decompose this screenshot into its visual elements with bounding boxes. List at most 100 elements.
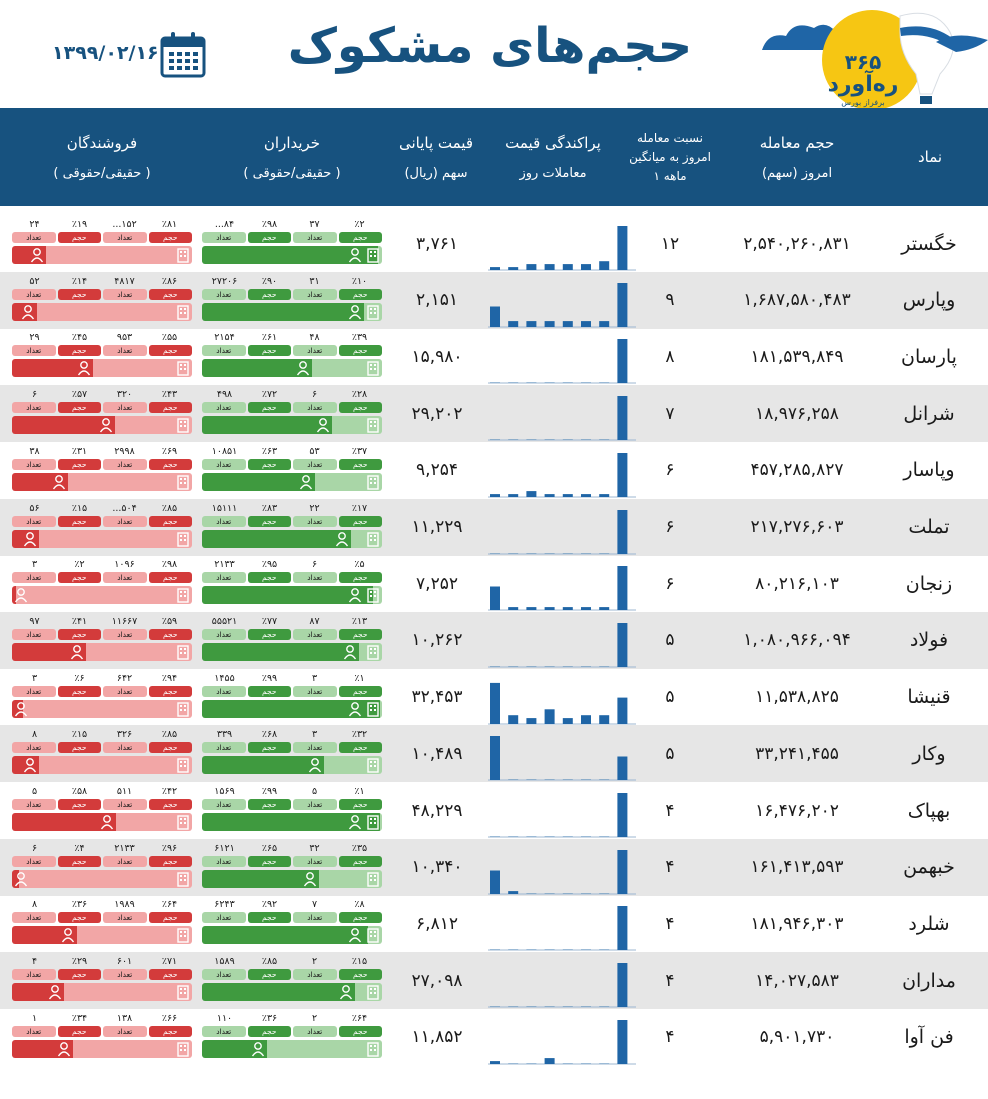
legal-volume-value: ٪۷۱: [161, 956, 178, 968]
legal-share-segment: [64, 983, 192, 1002]
individual-count-label: تعداد: [202, 742, 246, 754]
histogram-bar: [526, 490, 537, 497]
legal-count-value: ۶: [311, 559, 318, 571]
legal-volume-label: حجم: [338, 572, 382, 584]
legal-count-label: تعداد: [293, 1025, 337, 1037]
sellers-labels: تعداد حجم تعداد حجم: [12, 572, 192, 584]
table-row: وپاسار ۴۵۷,۲۸۵,۸۲۷ ۶ ۹,۲۵۴ ۱۰۸۵۱ ٪۶۳ ۵۳ ٪۳۷ تعدا…: [0, 442, 988, 499]
individual-volume-label: حجم: [57, 288, 101, 300]
legal-volume-value: ٪۶۶: [161, 1012, 178, 1024]
legal-volume-label: حجم: [148, 912, 192, 924]
price-cell: ۹,۲۵۴: [416, 460, 458, 481]
dispersion-histogram: [488, 282, 636, 328]
individual-count-label: تعداد: [202, 912, 246, 924]
building-icon: [367, 701, 379, 717]
legal-volume-label: حجم: [338, 458, 382, 470]
individual-volume-label: حجم: [57, 458, 101, 470]
individual-count-value: ۶۱۲۱: [214, 842, 235, 854]
buyers-share-bar: [202, 416, 382, 435]
volume-cell: ۸۰,۲۱۶,۱۰۳: [755, 573, 839, 594]
building-icon: [177, 1042, 189, 1057]
legal-count-label: تعداد: [293, 232, 337, 243]
price-cell: ۳,۷۶۱: [416, 233, 458, 254]
legal-count-value: ۳: [311, 729, 318, 741]
building-icon: [367, 588, 379, 603]
volume-cell: ۱۸۱,۵۳۹,۸۴۹: [750, 346, 844, 367]
individual-share-segment: [202, 246, 378, 264]
histogram-bar: [508, 714, 519, 724]
symbol-cell: خبهمن: [903, 856, 955, 879]
individual-share-segment: [202, 642, 359, 661]
histogram-bar: [508, 607, 519, 611]
buyers-panel: ۱۵۱۱۱ ٪۸۳ ۲۲ ٪۱۷ تعداد حجم تعداد حجم: [202, 503, 382, 553]
ratio-cell: ۵: [665, 743, 675, 764]
price-cell: ۱۱,۲۲۹: [411, 517, 463, 537]
legal-count-value: ۱۰۹۶: [114, 559, 135, 571]
sellers-panel: ۳ ٪۶ ۶۴۲ ٪۹۴ تعداد حجم تعداد حجم: [12, 673, 192, 723]
individual-volume-value: ٪۳۶: [71, 899, 88, 911]
calendar-icon: [160, 32, 206, 78]
individual-count-label: تعداد: [12, 402, 56, 414]
individual-volume-value: ٪۶: [74, 672, 85, 684]
legal-volume-value: ٪۲: [354, 219, 365, 230]
sellers-values: ۲۹ ٪۴۵ ۹۵۳ ٪۵۵: [12, 332, 192, 343]
sellers-labels: تعداد حجم تعداد حجم: [12, 232, 192, 243]
person-icon: [100, 815, 114, 830]
legal-count-label: تعداد: [103, 515, 147, 527]
legal-volume-value: ٪۶۴: [161, 899, 178, 911]
volume-cell: ۱۶,۴۷۶,۲۰۲: [755, 800, 839, 821]
individual-count-label: تعداد: [12, 288, 56, 300]
individual-volume-value: ٪۲۹: [71, 956, 88, 968]
individual-count-label: تعداد: [12, 855, 56, 867]
buyers-panel: ۶۲۴۳ ٪۹۲ ۷ ٪۸ تعداد حجم تعداد حجم: [202, 899, 382, 949]
histogram-bar: [617, 1019, 628, 1064]
buyers-values: ۲۱۵۴ ٪۶۱ ۴۸ ٪۳۹: [202, 332, 382, 343]
person-icon: [335, 531, 349, 546]
ratio-cell: ۴: [665, 913, 675, 934]
legal-volume-label: حجم: [338, 345, 382, 357]
person-icon: [14, 701, 28, 717]
sellers-values: ۶ ٪۴ ۲۱۳۳ ٪۹۶: [12, 843, 192, 854]
histogram-bar: [490, 306, 500, 327]
buyers-panel: ...۸۴ ٪۹۸ ۳۷ ٪۲ تعداد حجم تعداد حجم: [202, 219, 382, 269]
legal-volume-value: ٪۳۹: [351, 332, 368, 344]
buyers-share-bar: [202, 813, 382, 831]
legal-count-value: ۳۷: [309, 219, 320, 230]
legal-share-segment: [93, 359, 192, 378]
sellers-panel: ۵۶ ٪۱۵ ...۵۰۴ ٪۸۵ تعداد حجم تعداد حجم: [12, 503, 192, 553]
individual-count-label: تعداد: [12, 685, 56, 697]
report-date: ۱۳۹۹/۰۲/۱۶: [52, 42, 159, 64]
individual-count-value: ۵: [31, 786, 38, 797]
building-icon: [177, 985, 189, 1000]
individual-count-value: ۱۵۱۱۱: [211, 502, 238, 514]
price-cell: ۲۹,۲۰۲: [411, 403, 463, 424]
header-sellers: فروشندگان ( حقیقی/حقوقی ): [53, 133, 151, 181]
legal-count-label: تعداد: [103, 572, 147, 584]
legal-volume-label: حجم: [338, 402, 382, 414]
buyers-share-bar: [202, 1039, 382, 1058]
individual-volume-value: ٪۱۹: [71, 219, 88, 230]
legal-share-segment: [319, 869, 382, 888]
buyers-values: ۱۰۸۵۱ ٪۶۳ ۵۳ ٪۳۷: [202, 446, 382, 457]
legal-volume-value: ٪۱۰: [351, 275, 368, 287]
histogram-bar: [617, 756, 628, 781]
person-icon: [77, 361, 91, 376]
volume-cell: ۳۳,۲۴۱,۴۵۵: [755, 743, 839, 764]
individual-volume-value: ٪۴۱: [71, 615, 88, 627]
histogram-bar: [599, 607, 610, 611]
buyers-share-bar: [202, 529, 382, 548]
individual-count-value: ۲۹: [29, 332, 40, 344]
individual-volume-value: ٪۳۶: [261, 1012, 278, 1024]
histogram-bar: [490, 736, 500, 781]
person-icon: [299, 474, 313, 490]
legal-count-label: تعداد: [103, 799, 147, 810]
buyers-labels: تعداد حجم تعداد حجم: [202, 969, 382, 981]
buyers-labels: تعداد حجم تعداد حجم: [202, 855, 382, 867]
person-icon: [348, 304, 362, 320]
price-cell: ۲۷,۰۹۸: [411, 970, 463, 991]
legal-share-segment: [351, 529, 382, 548]
individual-share-segment: [12, 642, 86, 661]
sellers-values: ۴ ٪۲۹ ۶۰۱ ٪۷۱: [12, 956, 192, 967]
histogram-bar: [581, 264, 591, 270]
individual-share-segment: [12, 869, 19, 888]
